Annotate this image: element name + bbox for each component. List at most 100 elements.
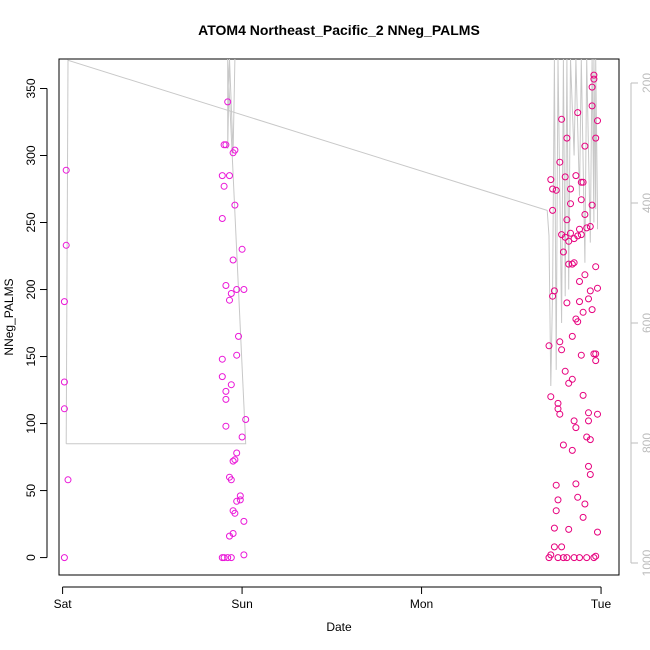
data-point [592, 357, 600, 365]
data-point [568, 260, 576, 268]
data-point [558, 346, 566, 354]
data-point [222, 141, 230, 149]
data-point [60, 378, 68, 386]
data-point [231, 509, 239, 517]
data-point [583, 554, 591, 562]
data-point [227, 554, 235, 562]
data-point [238, 245, 246, 253]
data-point [592, 350, 600, 358]
data-point [240, 551, 248, 559]
data-point [236, 492, 244, 500]
series-line-2 [66, 58, 247, 445]
x-axis: Sat Sun Mon Tue [54, 586, 612, 611]
data-point [576, 298, 583, 306]
data-point [570, 554, 578, 562]
data-point [594, 528, 601, 536]
data-point [222, 387, 230, 395]
data-point [579, 178, 587, 186]
data-point [592, 263, 600, 271]
data-point [594, 284, 601, 292]
x-tick-label: Sat [54, 597, 73, 611]
data-point [585, 417, 592, 425]
data-point [233, 286, 241, 293]
data-point [590, 554, 598, 562]
data-point [586, 287, 594, 295]
data-point [62, 241, 70, 249]
data-point [220, 554, 228, 562]
data-point [550, 543, 558, 551]
data-point [545, 342, 553, 350]
data-point [224, 554, 232, 562]
data-point [586, 223, 594, 230]
data-point [561, 367, 569, 375]
data-point [238, 433, 246, 441]
data-point [579, 308, 587, 316]
data-point [547, 551, 555, 559]
data-point [554, 399, 562, 407]
data-point [233, 449, 241, 457]
y-axis: 0 50 100 150 200 250 300 350 [24, 78, 48, 561]
data-point [242, 416, 250, 423]
data-point [590, 75, 598, 83]
data-point [561, 233, 569, 241]
data-point [592, 134, 600, 142]
data-point [60, 554, 68, 562]
data-point [567, 229, 574, 237]
data-point [240, 517, 248, 525]
data-point [547, 176, 555, 184]
data-point [556, 410, 564, 418]
data-point [565, 379, 573, 387]
data-point [590, 71, 598, 79]
data-point [227, 290, 235, 297]
x-tick-label: Tue [591, 597, 612, 611]
data-point [227, 381, 235, 389]
y-tick-label: 100 [24, 413, 38, 433]
data-point [574, 109, 582, 117]
data-point [572, 480, 580, 488]
y-tick-label: 150 [24, 346, 38, 366]
data-point [563, 554, 571, 562]
data-point [588, 306, 596, 314]
data-point [579, 513, 587, 521]
data-point [558, 115, 566, 123]
data-point [570, 259, 578, 267]
y-axis-label: NNeg_PALMS [2, 278, 16, 355]
data-point [218, 215, 226, 222]
data-point [231, 146, 239, 154]
data-point [581, 271, 589, 279]
data-point [552, 481, 560, 489]
data-point [563, 299, 571, 307]
y-right-tick-label: 200 [640, 73, 650, 93]
data-point [563, 216, 571, 224]
data-point [588, 201, 596, 209]
data-point [572, 172, 580, 180]
data-point [231, 201, 239, 209]
data-point [568, 375, 576, 383]
data-point [226, 172, 233, 180]
data-point [559, 441, 567, 449]
data-point [558, 543, 566, 551]
data-point [581, 142, 589, 150]
data-point [581, 500, 589, 508]
chart-title: ATOM4 Northeast_Pacific_2 NNeg_PALMS [198, 22, 480, 38]
data-point [565, 237, 573, 245]
data-point [574, 232, 582, 240]
plot-area [58, 58, 620, 576]
y-tick-label: 50 [24, 484, 38, 498]
data-point [559, 554, 567, 562]
data-point [222, 422, 230, 430]
data-point [559, 248, 567, 256]
data-point [565, 525, 573, 533]
data-point [556, 338, 564, 346]
data-point [576, 554, 583, 562]
data-point [568, 332, 576, 340]
series-line-1 [65, 58, 598, 444]
data-point [229, 457, 237, 465]
data-point [226, 296, 233, 304]
y-tick-label: 300 [24, 145, 38, 165]
data-point [218, 355, 226, 363]
data-point [572, 424, 580, 432]
data-point [556, 158, 564, 166]
data-point [554, 554, 562, 562]
